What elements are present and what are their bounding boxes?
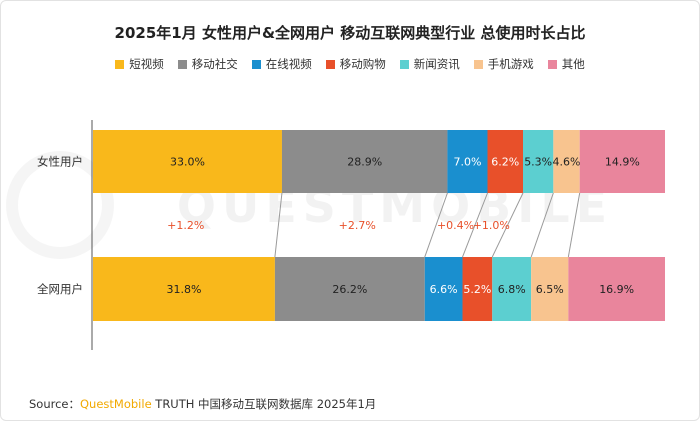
legend-item: 移动社交 (177, 56, 238, 72)
data-label: 6.5% (536, 283, 564, 296)
legend-label: 移动社交 (191, 57, 238, 71)
bar-segment (523, 130, 554, 193)
legend-item: 新闻资讯 (399, 56, 460, 72)
legend-label: 在线视频 (265, 57, 312, 71)
connector-line (491, 192, 524, 258)
connector-line (567, 192, 581, 258)
data-label: 26.2% (332, 283, 367, 296)
source-brand: QuestMobile (80, 397, 152, 411)
legend-label: 其他 (561, 57, 585, 71)
legend-item: 短视频 (115, 56, 164, 72)
data-label: 14.9% (605, 156, 640, 169)
data-label: 6.2% (491, 156, 519, 169)
data-label: 31.8% (166, 283, 201, 296)
difference-label: +1.2% (167, 219, 204, 232)
legend-label: 手机游戏 (487, 57, 534, 71)
data-label: 28.9% (347, 156, 382, 169)
bar-segment (487, 130, 524, 193)
legend-item: 手机游戏 (473, 56, 534, 72)
chart-title: 2025年1月 女性用户&全网用户 移动互联网典型行业 总使用时长占比 (114, 24, 586, 42)
data-label: 6.8% (498, 283, 526, 296)
bar-segment (579, 130, 665, 193)
bar-segment (553, 130, 580, 193)
bar-segment (492, 257, 532, 321)
watermark-logo (6, 151, 114, 259)
difference-label: +0.4% (437, 219, 474, 232)
difference-label: +2.7% (339, 219, 376, 232)
bar-segment (531, 257, 569, 321)
data-label: 16.9% (599, 283, 634, 296)
data-label: 33.0% (170, 156, 205, 169)
bar-segment (93, 257, 275, 321)
data-label: 6.6% (430, 283, 458, 296)
data-label: 7.0% (453, 156, 481, 169)
chart-legend: 短视频 移动社交 在线视频 移动购物 新闻资讯 手机游戏 其他 (0, 56, 700, 72)
bar-segment (447, 130, 488, 193)
legend-swatch (547, 59, 557, 69)
connector-line (530, 192, 554, 258)
legend-swatch (251, 59, 261, 69)
difference-label: +1.0% (473, 219, 510, 232)
data-label: 5.3% (524, 156, 552, 169)
source-prefix: Source： (29, 397, 80, 411)
legend-swatch (399, 59, 409, 69)
data-label: 4.6% (553, 156, 581, 169)
legend-swatch (325, 59, 335, 69)
data-label: 5.2% (463, 283, 491, 296)
category-label: 全网用户 (37, 282, 83, 296)
source-note: Source：QuestMobile TRUTH 中国移动互联网数据库 2025… (29, 396, 376, 412)
connector-line (462, 192, 488, 258)
legend-swatch (473, 59, 483, 69)
legend-item: 其他 (547, 56, 585, 72)
bar-segment (93, 130, 282, 193)
legend-item: 在线视频 (251, 56, 312, 72)
bar-segment (568, 257, 665, 321)
legend-label: 新闻资讯 (413, 57, 460, 71)
legend-swatch (115, 59, 125, 69)
bar-segment (274, 257, 425, 321)
bar-segment (462, 257, 493, 321)
connector-line (274, 192, 283, 258)
legend-label: 短视频 (129, 57, 164, 71)
legend-swatch (177, 59, 187, 69)
legend-label: 移动购物 (339, 57, 386, 71)
category-label: 女性用户 (37, 155, 83, 169)
bar-segment (424, 257, 463, 321)
legend-item: 移动购物 (325, 56, 386, 72)
bar-segment (281, 130, 448, 193)
connector-line (424, 192, 448, 258)
source-rest: TRUTH 中国移动互联网数据库 2025年1月 (151, 397, 377, 411)
